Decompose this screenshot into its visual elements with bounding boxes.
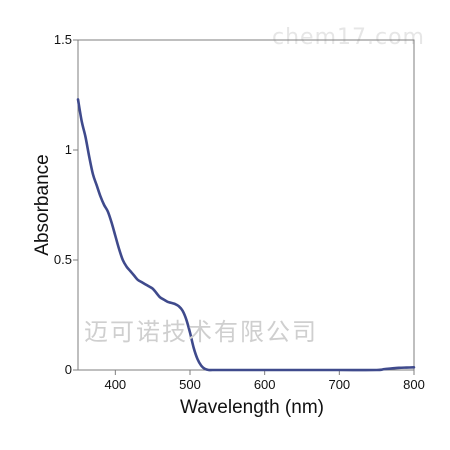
y-axis-ticks: 0 0.5 1 1.5 — [54, 32, 78, 377]
x-tick-label: 800 — [403, 377, 425, 392]
watermark-top: chem17.com — [272, 25, 425, 50]
watermark-middle: 迈可诺技术有限公司 — [84, 318, 318, 346]
x-tick-label: 700 — [328, 377, 350, 392]
y-tick-label: 0 — [65, 362, 72, 377]
x-tick-label: 500 — [179, 377, 201, 392]
y-tick-label: 1.5 — [54, 32, 72, 47]
x-tick-label: 600 — [254, 377, 276, 392]
x-axis-ticks: 400 500 600 700 800 — [104, 370, 425, 392]
x-tick-label: 400 — [104, 377, 126, 392]
y-axis-title: Absorbance — [32, 154, 53, 255]
absorbance-line — [76, 98, 416, 372]
x-axis-title: Wavelength (nm) — [180, 397, 324, 418]
y-tick-label: 0.5 — [54, 252, 72, 267]
y-tick-label: 1 — [65, 142, 72, 157]
